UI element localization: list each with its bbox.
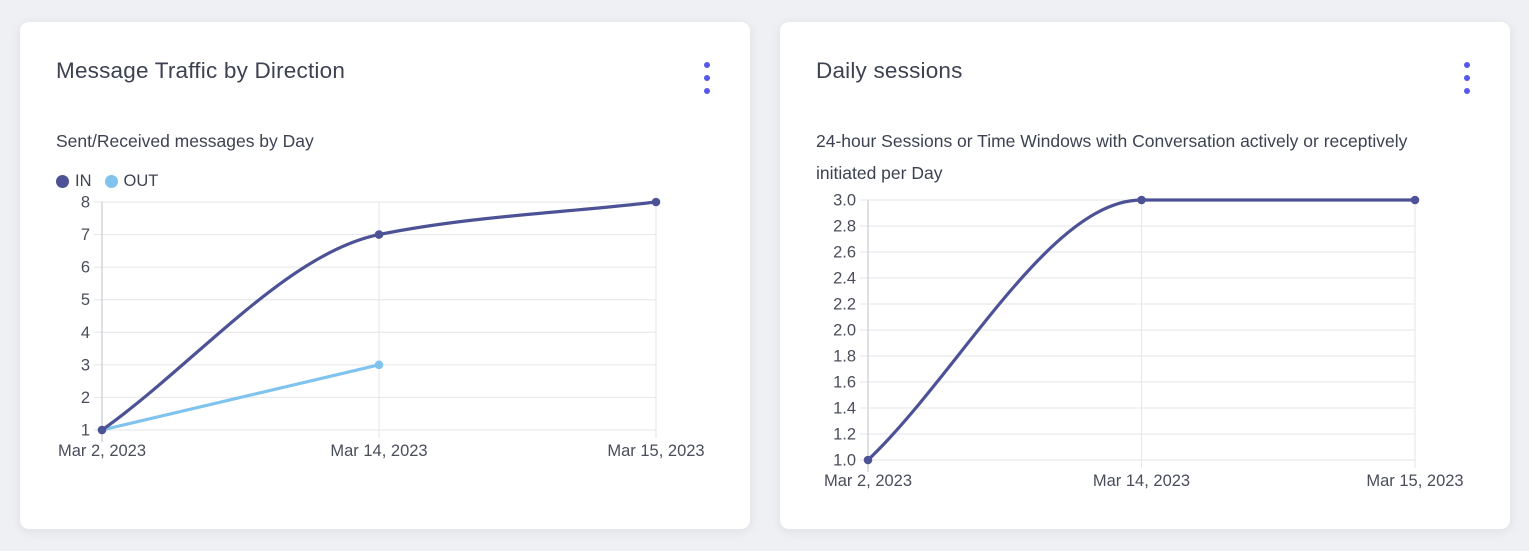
y-axis-tick-label: 4 [81, 323, 90, 341]
data-point-marker [863, 455, 873, 465]
chart-legend: IN OUT [56, 172, 714, 191]
card-menu-button[interactable] [1460, 56, 1474, 100]
card-title: Message Traffic by Direction [56, 58, 346, 83]
data-point-marker [1410, 195, 1420, 205]
y-axis-tick-label: 6 [81, 258, 90, 276]
y-axis-tick-label: 1.4 [833, 400, 856, 418]
y-axis-tick-label: 1 [81, 421, 90, 439]
legend-swatch-icon [104, 174, 118, 188]
y-axis-tick-label: 1.8 [833, 348, 856, 366]
line-chart-svg: 3.0 2.8 2.6 2.4 2.2 2.0 1.8 1.6 1.4 1.2 1.0 Mar 2, … [824, 192, 1464, 491]
x-axis-tick-label: Mar 15, 2023 [607, 442, 704, 460]
y-axis-tick-label: 2.6 [833, 244, 856, 262]
data-point-marker [97, 425, 107, 434]
daily-sessions-card: Daily sessions 24-hour Sessions or Time … [780, 22, 1510, 529]
y-axis-tick-label: 2 [81, 388, 90, 406]
data-point-marker [1137, 195, 1146, 205]
card-subtitle: Sent/Received messages by Day [56, 131, 314, 151]
kebab-menu-icon [704, 62, 710, 94]
legend-label: IN [75, 171, 92, 190]
y-axis-tick-label: 7 [81, 226, 90, 244]
card-title: Daily sessions [816, 58, 963, 83]
kebab-menu-icon [1464, 62, 1470, 94]
y-axis-tick-label: 1.6 [833, 374, 856, 392]
y-axis-tick-label: 2.0 [833, 322, 856, 340]
data-point-marker [374, 229, 384, 239]
y-axis-tick-label: 2.2 [833, 296, 856, 314]
x-axis-tick-label: Mar 2, 2023 [824, 472, 912, 490]
y-axis-tick-label: 2.8 [833, 218, 856, 236]
message-traffic-chart: 8 7 6 5 4 3 2 1 Mar 2, 2023 Mar 14, 2023 Mar 15, 2… [56, 193, 714, 464]
y-axis-tick-label: 1.0 [833, 452, 856, 470]
x-axis-tick-label: Mar 14, 2023 [1093, 472, 1190, 490]
line-chart-svg: 8 7 6 5 4 3 2 1 Mar 2, 2023 Mar 14, 2023 Mar 15, 2… [58, 193, 705, 460]
card-subtitle: 24-hour Sessions or Time Windows with Co… [816, 131, 1408, 183]
card-header: Daily sessions [816, 56, 1474, 100]
x-axis-tick-label: Mar 15, 2023 [1366, 472, 1463, 490]
legend-label: OUT [123, 171, 159, 190]
y-axis-tick-label: 5 [81, 291, 90, 309]
legend-swatch-icon [56, 174, 69, 188]
legend-item-out[interactable]: OUT [104, 171, 159, 191]
y-axis-tick-label: 3 [81, 356, 90, 374]
x-axis-tick-label: Mar 2, 2023 [58, 442, 146, 460]
y-axis-tick-label: 2.4 [833, 270, 856, 288]
legend-item-in[interactable]: IN [56, 172, 92, 191]
series-line-daily-sessions [866, 198, 1417, 462]
card-menu-button[interactable] [700, 56, 714, 100]
y-axis-tick-label: 3.0 [833, 192, 856, 210]
y-axis-tick-label: 1.2 [833, 426, 856, 444]
y-axis-tick-label: 8 [81, 193, 90, 211]
x-axis-tick-label: Mar 14, 2023 [330, 442, 427, 460]
card-header: Message Traffic by Direction [56, 56, 714, 100]
series-line-out [100, 362, 381, 432]
message-traffic-card: Message Traffic by Direction Sent/Receiv… [20, 22, 750, 529]
data-point-marker [651, 197, 661, 206]
data-point-marker [374, 360, 384, 369]
daily-sessions-chart: 3.0 2.8 2.6 2.4 2.2 2.0 1.8 1.6 1.4 1.2 1.0 Mar 2, … [816, 192, 1474, 494]
